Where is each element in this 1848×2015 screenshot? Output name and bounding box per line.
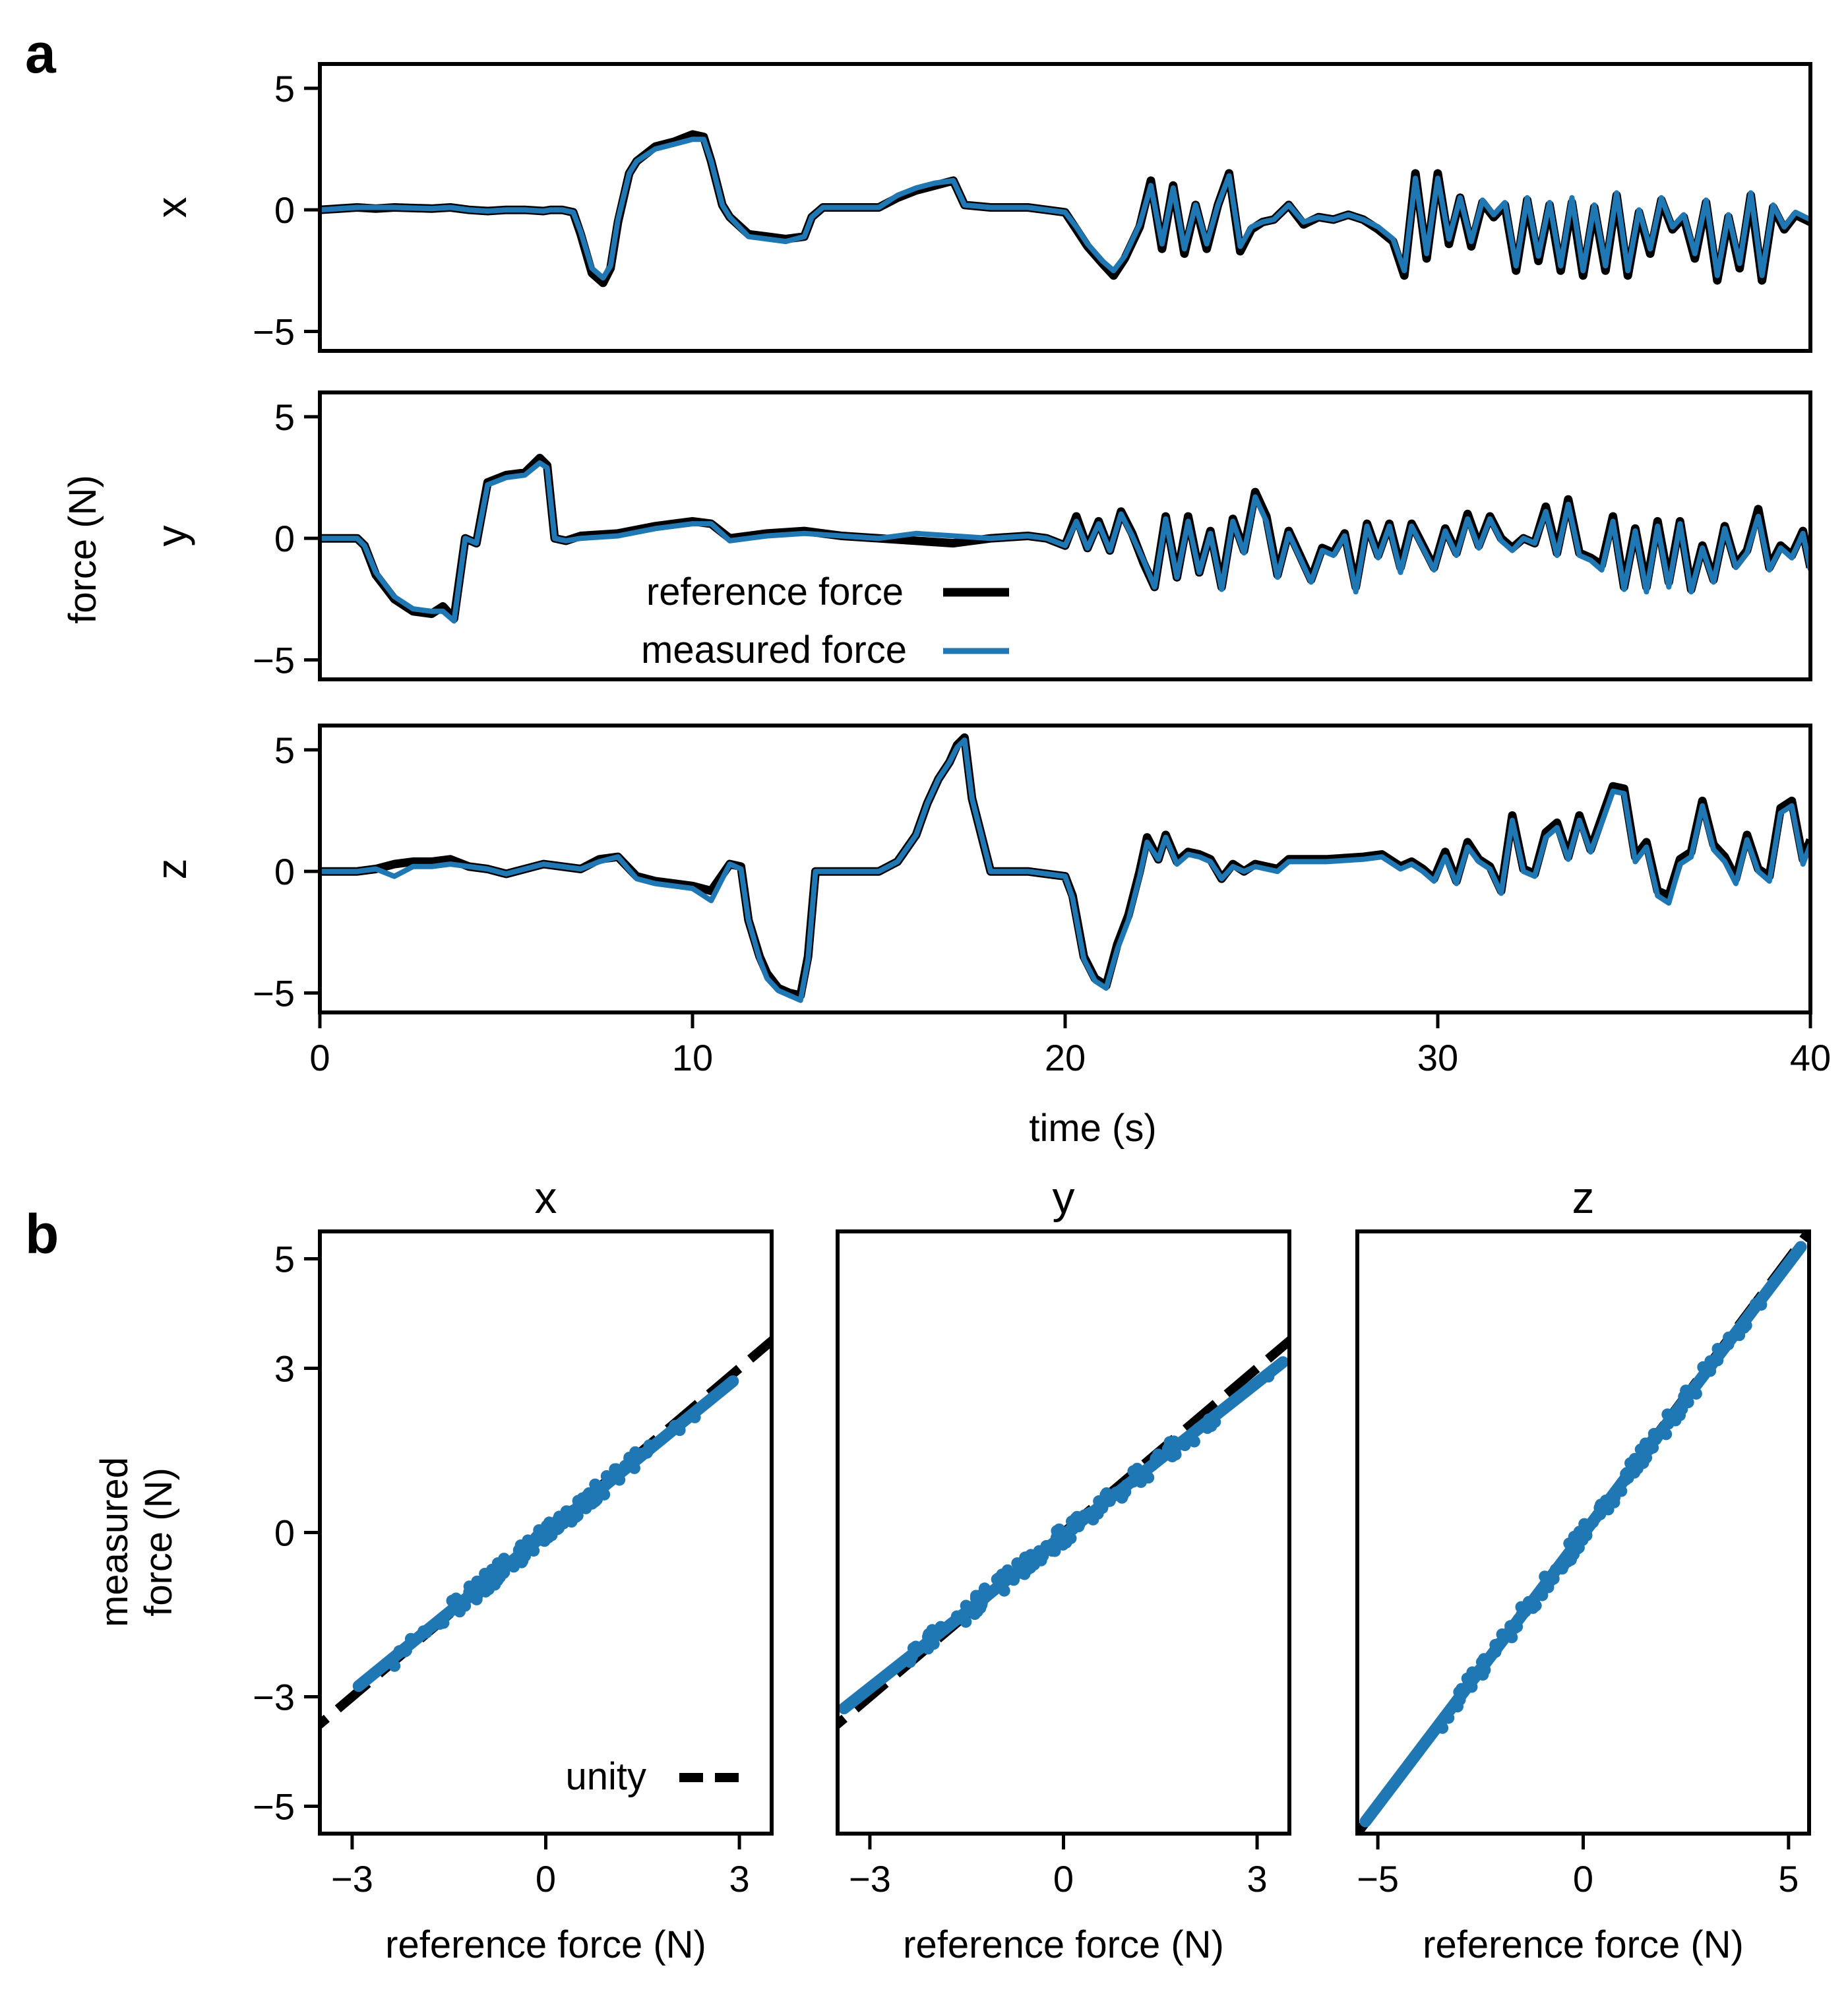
panel-b-ylabel-line2: force (N) — [137, 1468, 180, 1617]
scatter-xlabel-y: reference force (N) — [903, 1923, 1224, 1966]
xtick-label: 30 — [1417, 1037, 1458, 1078]
ytick-label: 5 — [274, 729, 295, 771]
scatter-density-x — [352, 1375, 739, 1692]
subplot-label-z: z — [148, 859, 195, 880]
ytick-label: 5 — [274, 396, 295, 438]
scatter-area-y — [838, 1334, 1289, 1731]
ytick-label: −5 — [253, 640, 295, 681]
scatter-y: y −3 0 3 reference force (N) — [836, 1173, 1291, 1966]
panel-b-scatter: measured force (N) x −3 0 3 reference force … — [93, 1173, 1811, 1966]
subplot-label-y: y — [148, 526, 195, 547]
measured-force-line-y — [320, 460, 1810, 624]
ytick-label: 3 — [274, 1348, 295, 1390]
xtick-label: 0 — [536, 1858, 556, 1900]
xtick-label: 0 — [1053, 1858, 1074, 1900]
xtick-label: 3 — [1247, 1858, 1267, 1900]
ytick-label: 0 — [274, 518, 295, 559]
ytick-label: 0 — [274, 851, 295, 892]
reference-force-line-y — [320, 454, 1810, 623]
subplot-label-x: x — [148, 197, 195, 218]
scatter-title-y: y — [1053, 1173, 1075, 1223]
axes-frame-x — [318, 62, 1812, 353]
axes-frame-z — [318, 724, 1812, 1014]
xtick-label: 10 — [672, 1037, 713, 1078]
xtick-label: 0 — [309, 1037, 330, 1078]
ytick-label: −5 — [253, 973, 295, 1014]
scatter-xlabel-z: reference force (N) — [1423, 1923, 1744, 1966]
scatter-title-x: x — [535, 1173, 557, 1223]
legend-reference-label: reference force — [646, 571, 904, 613]
legend-unity-label: unity — [565, 1755, 646, 1798]
axes-frame-y — [318, 390, 1812, 681]
xtick-label: −3 — [331, 1858, 373, 1900]
ytick-label: 0 — [274, 1512, 295, 1554]
xtick-label: −3 — [849, 1858, 891, 1900]
xtick-label: 3 — [729, 1858, 749, 1900]
legend-b: unity — [565, 1755, 739, 1798]
scatter-title-z: z — [1572, 1173, 1595, 1223]
scatter-xlabel-x: reference force (N) — [385, 1923, 706, 1966]
scatter-x: x −3 0 3 reference force (N) 5 3 0 −3 −5 unity — [253, 1173, 774, 1966]
ytick-label: 5 — [274, 1239, 295, 1280]
scatter-area-x — [320, 1334, 772, 1731]
xtick-label: −5 — [1357, 1858, 1399, 1900]
panel-b-ylabel-line1: measured — [93, 1457, 136, 1627]
xtick-label: 0 — [1573, 1858, 1593, 1900]
panel-a-timeseries: force (N) time (s) 5 0 −5 x 5 0 −5 y 5 0 −5 z 0 10 20 3… — [61, 62, 1831, 1150]
legend-measured-label: measured force — [641, 629, 907, 671]
subplot-y: 5 0 −5 y — [148, 390, 1812, 681]
measured-force-line-z — [320, 737, 1810, 1003]
scatter-z: z −5 0 5 reference force (N) — [1355, 1173, 1811, 1966]
panel-a-xlabel: time (s) — [1029, 1107, 1156, 1150]
scatter-density-y — [838, 1356, 1289, 1715]
subplot-x: 5 0 −5 x — [148, 62, 1812, 353]
xtick-label: 20 — [1045, 1037, 1086, 1078]
ytick-label: −3 — [253, 1677, 295, 1718]
ytick-label: 5 — [274, 68, 295, 109]
ytick-label: −5 — [253, 1786, 295, 1828]
panel-a-ylabel: force (N) — [61, 475, 104, 624]
scatter-density-z — [1359, 1241, 1807, 1828]
xtick-label: 5 — [1778, 1858, 1799, 1900]
panel-b-label: b — [25, 1203, 59, 1265]
scatter-area-z — [1357, 1231, 1809, 1834]
ytick-label: −5 — [253, 311, 295, 353]
ytick-label: 0 — [274, 189, 295, 231]
panel-a-label: a — [25, 22, 57, 84]
xtick-label: 40 — [1790, 1037, 1831, 1078]
subplot-z: 5 0 −5 z — [148, 724, 1812, 1014]
legend-a: reference force measured force — [641, 571, 1009, 671]
measured-force-line-x — [320, 137, 1810, 281]
